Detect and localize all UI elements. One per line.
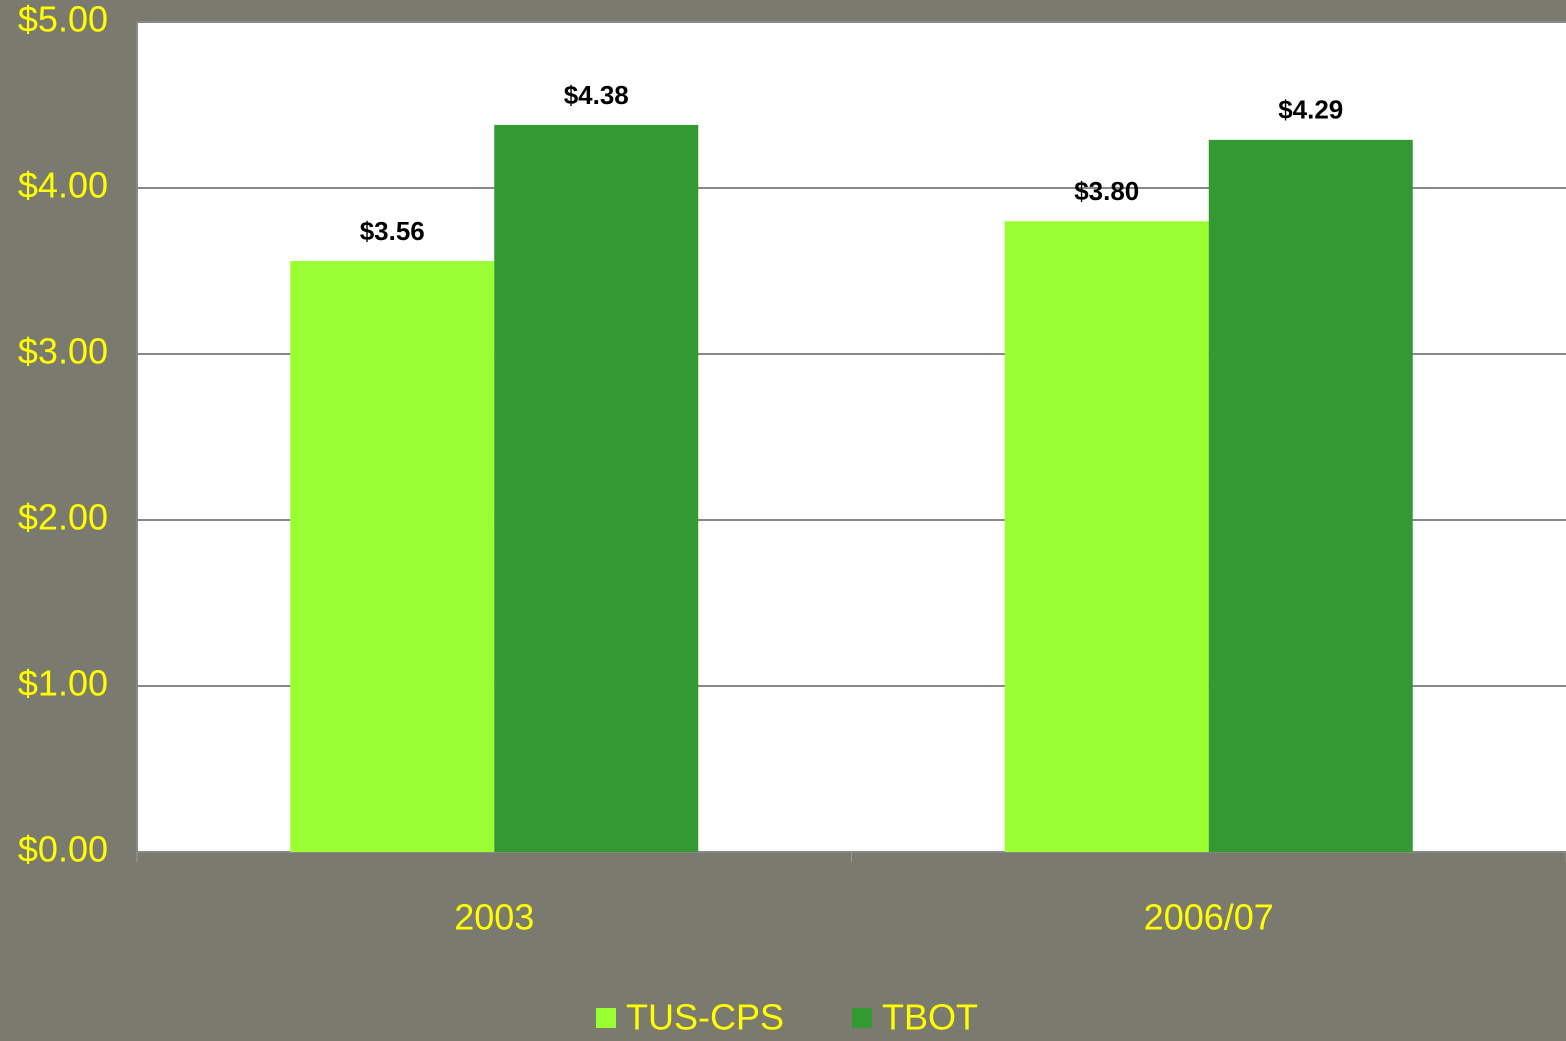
bar [290,261,495,852]
y-tick-label: $3.00 [18,331,108,372]
y-tick-label: $0.00 [18,829,108,870]
x-tick-label: 2003 [454,897,534,938]
bar [494,124,699,853]
bar [1208,139,1413,853]
legend-label: TBOT [882,997,978,1038]
y-tick-label: $4.00 [18,165,108,206]
data-label: $4.29 [1278,95,1343,125]
data-label: $3.80 [1074,176,1139,206]
data-label: $4.38 [564,80,629,110]
y-tick-label: $5.00 [18,0,108,40]
legend-swatch [596,1008,616,1028]
bar [1004,221,1209,852]
legend-label: TUS-CPS [626,997,784,1038]
legend-swatch [852,1008,872,1028]
y-tick-label: $2.00 [18,497,108,538]
data-label: $3.56 [360,216,425,246]
x-tick-label: 2006/07 [1144,897,1274,938]
y-tick-label: $1.00 [18,663,108,704]
